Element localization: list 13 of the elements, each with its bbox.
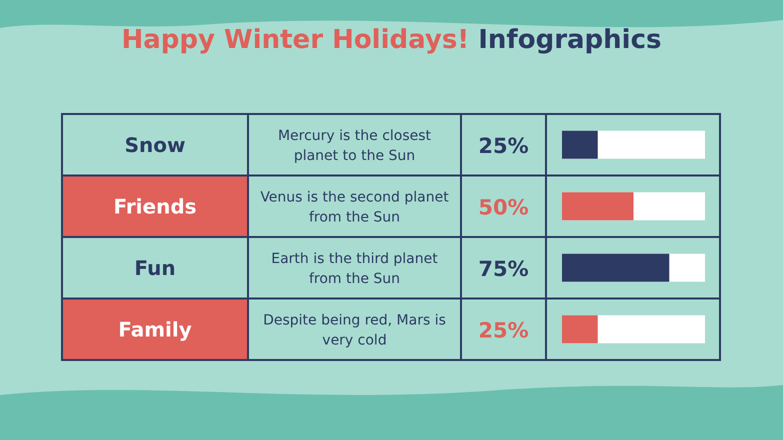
data-label: 25%	[478, 134, 529, 158]
data-label: 25%	[478, 318, 529, 342]
text: Mercury is the closest planet to the Sun	[278, 128, 432, 164]
y-tick-label: Snow	[124, 132, 186, 157]
chart-title: Happy Winter Holidays! Infographics	[122, 25, 662, 55]
y-tick-label: Friends	[113, 194, 197, 218]
y-tick-label: Family	[118, 317, 192, 342]
y-tick-label: Fun	[134, 256, 176, 280]
data-label: 75%	[478, 256, 529, 281]
text: Venus is the second planet from the Sun	[260, 189, 450, 226]
data-label: 50%	[478, 195, 529, 220]
text: Earth is the third planet from the Sun	[271, 250, 438, 287]
text: Despite being red, Mars is very cold	[263, 312, 446, 348]
